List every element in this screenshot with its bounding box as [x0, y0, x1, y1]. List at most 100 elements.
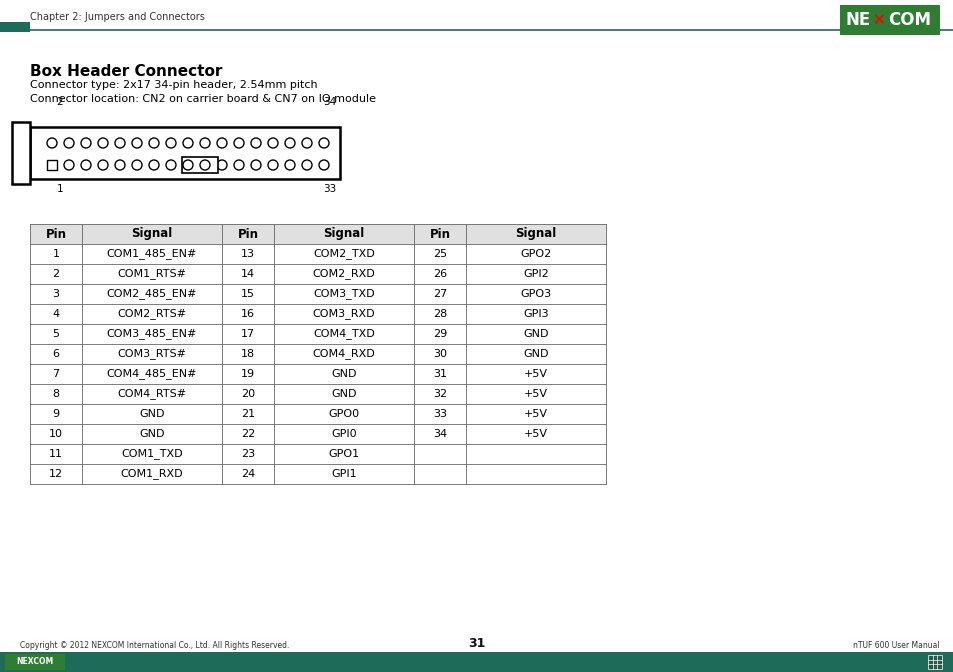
Circle shape — [285, 160, 294, 170]
Text: GPI3: GPI3 — [522, 309, 548, 319]
Circle shape — [302, 160, 312, 170]
Text: COM2_RTS#: COM2_RTS# — [117, 308, 187, 319]
Bar — [927, 655, 941, 669]
Circle shape — [115, 160, 125, 170]
Text: COM: COM — [887, 11, 930, 29]
Text: 2: 2 — [52, 269, 59, 279]
Bar — [840, 5, 939, 35]
Text: NEXCOM: NEXCOM — [16, 657, 53, 667]
Circle shape — [98, 138, 108, 148]
Circle shape — [47, 138, 57, 148]
Circle shape — [285, 138, 294, 148]
Text: 12: 12 — [49, 469, 63, 479]
Bar — [12, 122, 30, 184]
Text: nTUF 600 User Manual: nTUF 600 User Manual — [853, 641, 939, 650]
Text: GPI1: GPI1 — [331, 469, 356, 479]
Bar — [182, 157, 218, 173]
Circle shape — [166, 138, 175, 148]
Text: 4: 4 — [52, 309, 59, 319]
Text: Copyright © 2012 NEXCOM International Co., Ltd. All Rights Reserved.: Copyright © 2012 NEXCOM International Co… — [20, 641, 289, 650]
Circle shape — [302, 138, 312, 148]
Text: Pin: Pin — [429, 228, 450, 241]
Circle shape — [64, 160, 74, 170]
Circle shape — [251, 138, 261, 148]
Bar — [47, 160, 57, 170]
Text: 11: 11 — [49, 449, 63, 459]
Text: GPO0: GPO0 — [328, 409, 359, 419]
Text: 33: 33 — [323, 184, 336, 194]
Text: 14: 14 — [241, 269, 254, 279]
Text: Signal: Signal — [323, 228, 364, 241]
Bar — [5, 654, 65, 670]
Text: GPO3: GPO3 — [520, 289, 551, 299]
Text: 33: 33 — [433, 409, 447, 419]
Text: 17: 17 — [241, 329, 254, 339]
Text: GND: GND — [139, 409, 165, 419]
Text: 18: 18 — [241, 349, 254, 359]
Text: 23: 23 — [241, 449, 254, 459]
Text: GPO1: GPO1 — [328, 449, 359, 459]
Text: COM2_RXD: COM2_RXD — [313, 269, 375, 280]
Text: Signal: Signal — [132, 228, 172, 241]
Circle shape — [200, 160, 210, 170]
Circle shape — [216, 160, 227, 170]
Circle shape — [233, 138, 244, 148]
Text: COM1_TXD: COM1_TXD — [121, 448, 183, 460]
Text: 31: 31 — [468, 637, 485, 650]
Circle shape — [216, 138, 227, 148]
Text: Pin: Pin — [237, 228, 258, 241]
Text: 1: 1 — [52, 249, 59, 259]
Text: 28: 28 — [433, 309, 447, 319]
Text: COM1_485_EN#: COM1_485_EN# — [107, 249, 197, 259]
Text: 19: 19 — [241, 369, 254, 379]
Circle shape — [149, 160, 159, 170]
Text: 34: 34 — [323, 97, 336, 107]
Text: 1: 1 — [56, 184, 63, 194]
Text: COM3_485_EN#: COM3_485_EN# — [107, 329, 197, 339]
Text: 2: 2 — [56, 97, 63, 107]
Text: 13: 13 — [241, 249, 254, 259]
Circle shape — [268, 138, 277, 148]
Text: GND: GND — [331, 389, 356, 399]
Text: GND: GND — [522, 329, 548, 339]
Text: 20: 20 — [241, 389, 254, 399]
Circle shape — [318, 160, 329, 170]
Text: 7: 7 — [52, 369, 59, 379]
Text: GPI2: GPI2 — [522, 269, 548, 279]
Circle shape — [268, 160, 277, 170]
Circle shape — [132, 160, 142, 170]
Circle shape — [98, 160, 108, 170]
Text: 5: 5 — [52, 329, 59, 339]
Text: Connector location: CN2 on carrier board & CN7 on IO module: Connector location: CN2 on carrier board… — [30, 94, 375, 104]
Circle shape — [81, 138, 91, 148]
Bar — [30, 127, 339, 179]
Text: Pin: Pin — [46, 228, 67, 241]
Text: GPO2: GPO2 — [519, 249, 551, 259]
Text: +5V: +5V — [523, 389, 547, 399]
Circle shape — [166, 160, 175, 170]
Text: 32: 32 — [433, 389, 447, 399]
Text: 27: 27 — [433, 289, 447, 299]
Circle shape — [233, 160, 244, 170]
Text: 16: 16 — [241, 309, 254, 319]
Text: 22: 22 — [240, 429, 254, 439]
Text: 3: 3 — [52, 289, 59, 299]
Circle shape — [64, 138, 74, 148]
Text: 6: 6 — [52, 349, 59, 359]
Circle shape — [81, 160, 91, 170]
Text: 26: 26 — [433, 269, 447, 279]
Bar — [30, 224, 605, 244]
Bar — [30, 224, 605, 484]
Text: Connector type: 2x17 34-pin header, 2.54mm pitch: Connector type: 2x17 34-pin header, 2.54… — [30, 80, 317, 90]
Text: +5V: +5V — [523, 409, 547, 419]
Text: 31: 31 — [433, 369, 447, 379]
Text: COM1_RXD: COM1_RXD — [121, 468, 183, 479]
Circle shape — [132, 138, 142, 148]
Text: COM2_485_EN#: COM2_485_EN# — [107, 288, 197, 300]
Text: GPI0: GPI0 — [331, 429, 356, 439]
Text: COM4_RXD: COM4_RXD — [313, 349, 375, 360]
Text: 21: 21 — [241, 409, 254, 419]
Circle shape — [183, 160, 193, 170]
Text: 25: 25 — [433, 249, 447, 259]
Text: Signal: Signal — [515, 228, 556, 241]
